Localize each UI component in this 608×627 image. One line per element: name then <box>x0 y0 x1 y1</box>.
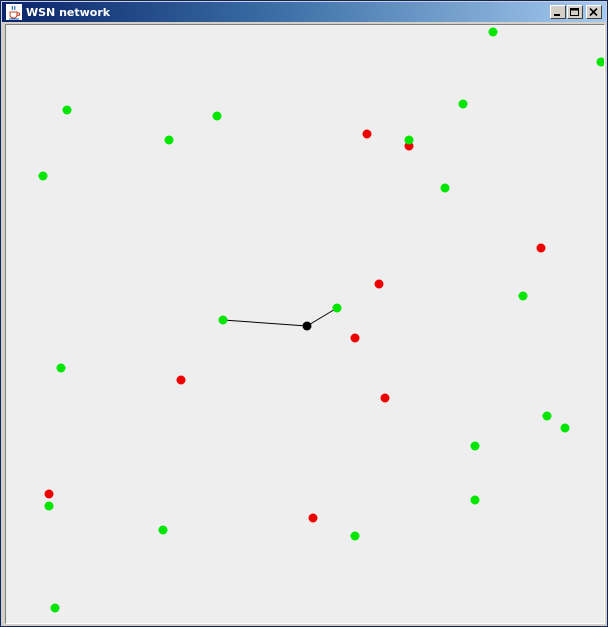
links-layer <box>222 307 338 327</box>
minimize-icon <box>554 14 560 16</box>
sensor-node-active <box>596 57 604 67</box>
sensor-node-active <box>62 105 72 115</box>
sensor-node-failed <box>380 393 390 403</box>
nodes-layer <box>38 27 604 613</box>
network-plot <box>38 27 604 613</box>
sensor-node-active <box>470 495 480 505</box>
sensor-node-failed <box>308 513 318 523</box>
close-icon <box>589 8 598 17</box>
sensor-node-active <box>164 135 174 145</box>
sensor-node-active <box>50 603 60 613</box>
sensor-node-active <box>218 315 228 325</box>
sensor-node-active <box>518 291 528 301</box>
sensor-node-failed <box>350 333 360 343</box>
sensor-node-active <box>38 171 48 181</box>
sensor-node-active <box>488 27 498 37</box>
window-controls <box>549 5 602 19</box>
sensor-node-active <box>158 525 168 535</box>
title-bar[interactable]: WSN network <box>2 2 606 22</box>
sensor-node-failed <box>536 243 546 253</box>
sensor-node-failed <box>44 489 54 499</box>
sensor-node-active <box>332 303 342 313</box>
sensor-node-failed <box>176 375 186 385</box>
sensor-node-active <box>212 111 222 121</box>
sensor-node-active <box>440 183 450 193</box>
sensor-node-active <box>404 135 414 145</box>
maximize-icon <box>570 8 579 16</box>
java-cup-icon <box>6 4 22 20</box>
sensor-node-active <box>542 411 552 421</box>
sensor-node-active <box>44 501 54 511</box>
network-canvas[interactable] <box>5 24 605 624</box>
sensor-node-active <box>560 423 570 433</box>
sink-node <box>302 321 312 331</box>
window-title: WSN network <box>26 5 111 19</box>
link-0 <box>222 319 308 327</box>
sensor-node-failed <box>362 129 372 139</box>
sensor-node-active <box>470 441 480 451</box>
maximize-button[interactable] <box>567 5 583 19</box>
link-1 <box>306 307 338 327</box>
sensor-node-active <box>458 99 468 109</box>
sensor-node-failed <box>374 279 384 289</box>
close-button[interactable] <box>586 5 602 19</box>
sensor-node-active <box>350 531 360 541</box>
minimize-button[interactable] <box>550 5 566 19</box>
sensor-node-active <box>56 363 66 373</box>
